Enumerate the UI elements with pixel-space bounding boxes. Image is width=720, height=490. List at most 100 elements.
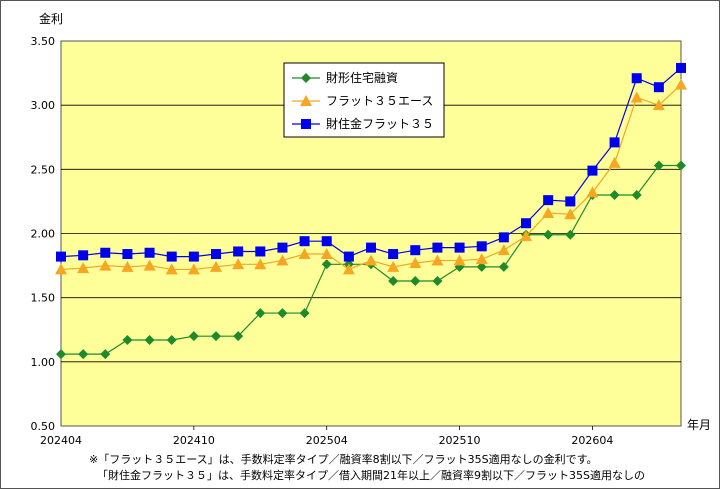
data-point bbox=[366, 242, 376, 253]
data-point bbox=[166, 335, 177, 346]
y-tick-label: 3.50 bbox=[31, 35, 56, 48]
y-tick-labels: 0.50 1.00 1.50 2.00 2.50 3.00 3.50 bbox=[31, 35, 56, 433]
data-point bbox=[211, 249, 221, 260]
data-point bbox=[586, 186, 599, 198]
data-point bbox=[320, 248, 333, 260]
y-tick-label: 2.00 bbox=[31, 228, 56, 241]
x-tick-label: 202404 bbox=[40, 434, 82, 447]
data-point bbox=[676, 62, 686, 73]
data-point bbox=[676, 160, 686, 171]
data-point bbox=[432, 275, 443, 286]
legend-label: フラット３５エース bbox=[326, 94, 433, 108]
data-point bbox=[388, 249, 399, 260]
data-point bbox=[165, 263, 178, 275]
data-point bbox=[476, 261, 487, 272]
data-point bbox=[277, 308, 288, 319]
y-axis-title: 金利 bbox=[39, 11, 63, 26]
series-group bbox=[55, 62, 687, 360]
data-point bbox=[543, 229, 554, 240]
data-point bbox=[277, 242, 288, 253]
data-point bbox=[166, 251, 177, 262]
footnote-line-2: 「財住金フラット３５」は、手数料定率タイプ／借入期間21年以上／融資率9割以下／… bbox=[97, 468, 645, 482]
data-point bbox=[497, 244, 510, 256]
data-point bbox=[542, 206, 555, 218]
data-point bbox=[521, 218, 531, 229]
y-tick-label: 0.50 bbox=[31, 420, 56, 433]
series-2 bbox=[55, 78, 687, 275]
data-point bbox=[432, 242, 443, 253]
data-point bbox=[254, 258, 267, 270]
data-point bbox=[543, 195, 554, 206]
data-point bbox=[233, 246, 244, 257]
data-point bbox=[476, 241, 487, 252]
data-point bbox=[144, 247, 155, 258]
data-point bbox=[211, 331, 221, 342]
data-point bbox=[232, 258, 245, 270]
data-point bbox=[653, 82, 664, 93]
data-point bbox=[365, 254, 377, 266]
data-point bbox=[78, 349, 89, 360]
series-3 bbox=[56, 62, 686, 262]
data-point bbox=[608, 156, 621, 168]
data-point bbox=[188, 331, 199, 342]
data-point bbox=[78, 250, 89, 261]
x-tick-label: 202510 bbox=[439, 434, 481, 447]
data-point bbox=[652, 99, 665, 111]
data-point bbox=[321, 236, 332, 247]
x-tick-label: 202604 bbox=[571, 434, 613, 447]
y-tick-label: 2.50 bbox=[31, 163, 56, 176]
y-tick-label: 1.00 bbox=[31, 356, 56, 369]
data-point bbox=[565, 229, 576, 240]
data-point bbox=[255, 308, 266, 319]
data-point bbox=[410, 245, 421, 256]
data-point bbox=[143, 259, 156, 271]
y-tick-label: 1.50 bbox=[31, 292, 56, 305]
data-point bbox=[187, 263, 200, 275]
data-point bbox=[410, 275, 421, 286]
data-point bbox=[55, 263, 67, 275]
data-point bbox=[454, 242, 465, 253]
data-point bbox=[343, 251, 354, 262]
data-point bbox=[653, 160, 664, 171]
legend-label: 財形住宅融資 bbox=[326, 70, 398, 85]
data-point bbox=[520, 230, 532, 242]
footnote-line-1: ※「フラット３５エース」は、手数料定率タイプ／融資率8割以下／フラット35S適用… bbox=[89, 452, 598, 466]
data-point bbox=[475, 253, 488, 265]
data-point bbox=[100, 349, 111, 360]
data-point bbox=[342, 263, 355, 275]
data-point bbox=[498, 232, 509, 243]
data-point bbox=[321, 259, 332, 270]
data-point bbox=[144, 335, 155, 346]
data-point bbox=[609, 190, 620, 200]
data-point bbox=[609, 137, 620, 148]
data-point bbox=[565, 196, 576, 207]
data-point bbox=[409, 257, 422, 269]
data-point bbox=[675, 78, 687, 90]
data-point bbox=[122, 249, 133, 260]
data-point bbox=[299, 308, 310, 319]
data-point bbox=[299, 236, 310, 247]
data-point bbox=[121, 260, 134, 272]
data-point bbox=[631, 73, 642, 84]
data-point bbox=[255, 246, 266, 257]
legend-marker bbox=[300, 95, 312, 106]
data-point bbox=[56, 349, 66, 360]
data-point bbox=[188, 251, 199, 262]
data-point bbox=[453, 254, 466, 266]
data-point bbox=[99, 259, 112, 271]
data-point bbox=[298, 248, 311, 260]
x-axis-title: 年月 bbox=[687, 418, 711, 432]
x-tick-label: 202410 bbox=[173, 434, 215, 447]
data-point bbox=[564, 208, 577, 220]
data-point bbox=[498, 261, 509, 272]
data-point bbox=[276, 254, 289, 266]
legend-item: 財住金フラット３５ bbox=[292, 116, 434, 131]
data-point bbox=[630, 91, 643, 103]
legend-marker bbox=[301, 73, 311, 83]
legend-item: フラット３５エース bbox=[292, 94, 433, 108]
data-point bbox=[587, 165, 598, 176]
y-tick-label: 3.00 bbox=[31, 99, 56, 112]
